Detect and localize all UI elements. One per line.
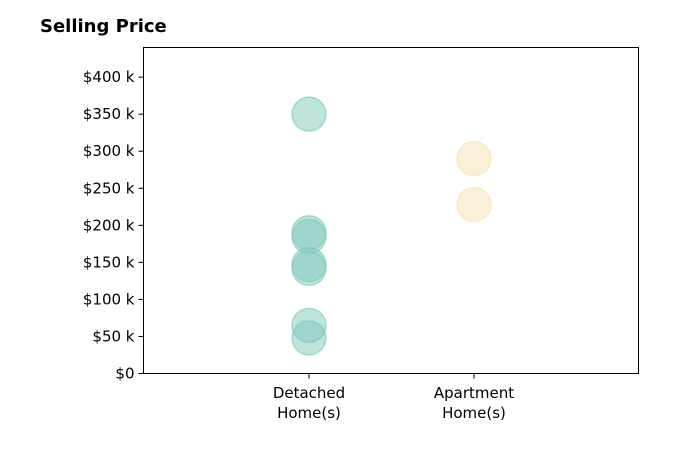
chart-title: Selling Price xyxy=(40,16,167,37)
y-tick-label: $50 k xyxy=(92,327,134,345)
data-point xyxy=(291,96,327,132)
data-point xyxy=(456,186,492,223)
y-tick-label: $400 k xyxy=(83,68,135,86)
data-point xyxy=(291,320,327,356)
data-point xyxy=(291,250,327,287)
x-tick-label: Detached Home(s) xyxy=(273,384,345,422)
y-tick-label: $100 k xyxy=(83,290,135,308)
data-point xyxy=(456,140,492,177)
x-tick-label: Apartment Home(s) xyxy=(434,384,514,422)
y-tick-label: $350 k xyxy=(83,105,135,123)
y-tick-label: $0 xyxy=(115,365,134,383)
y-tick-label: $150 k xyxy=(83,253,135,271)
plot-frame xyxy=(143,47,639,374)
y-tick-label: $250 k xyxy=(83,179,135,197)
y-tick-label: $200 k xyxy=(83,216,135,234)
y-tick-label: $300 k xyxy=(83,142,135,160)
